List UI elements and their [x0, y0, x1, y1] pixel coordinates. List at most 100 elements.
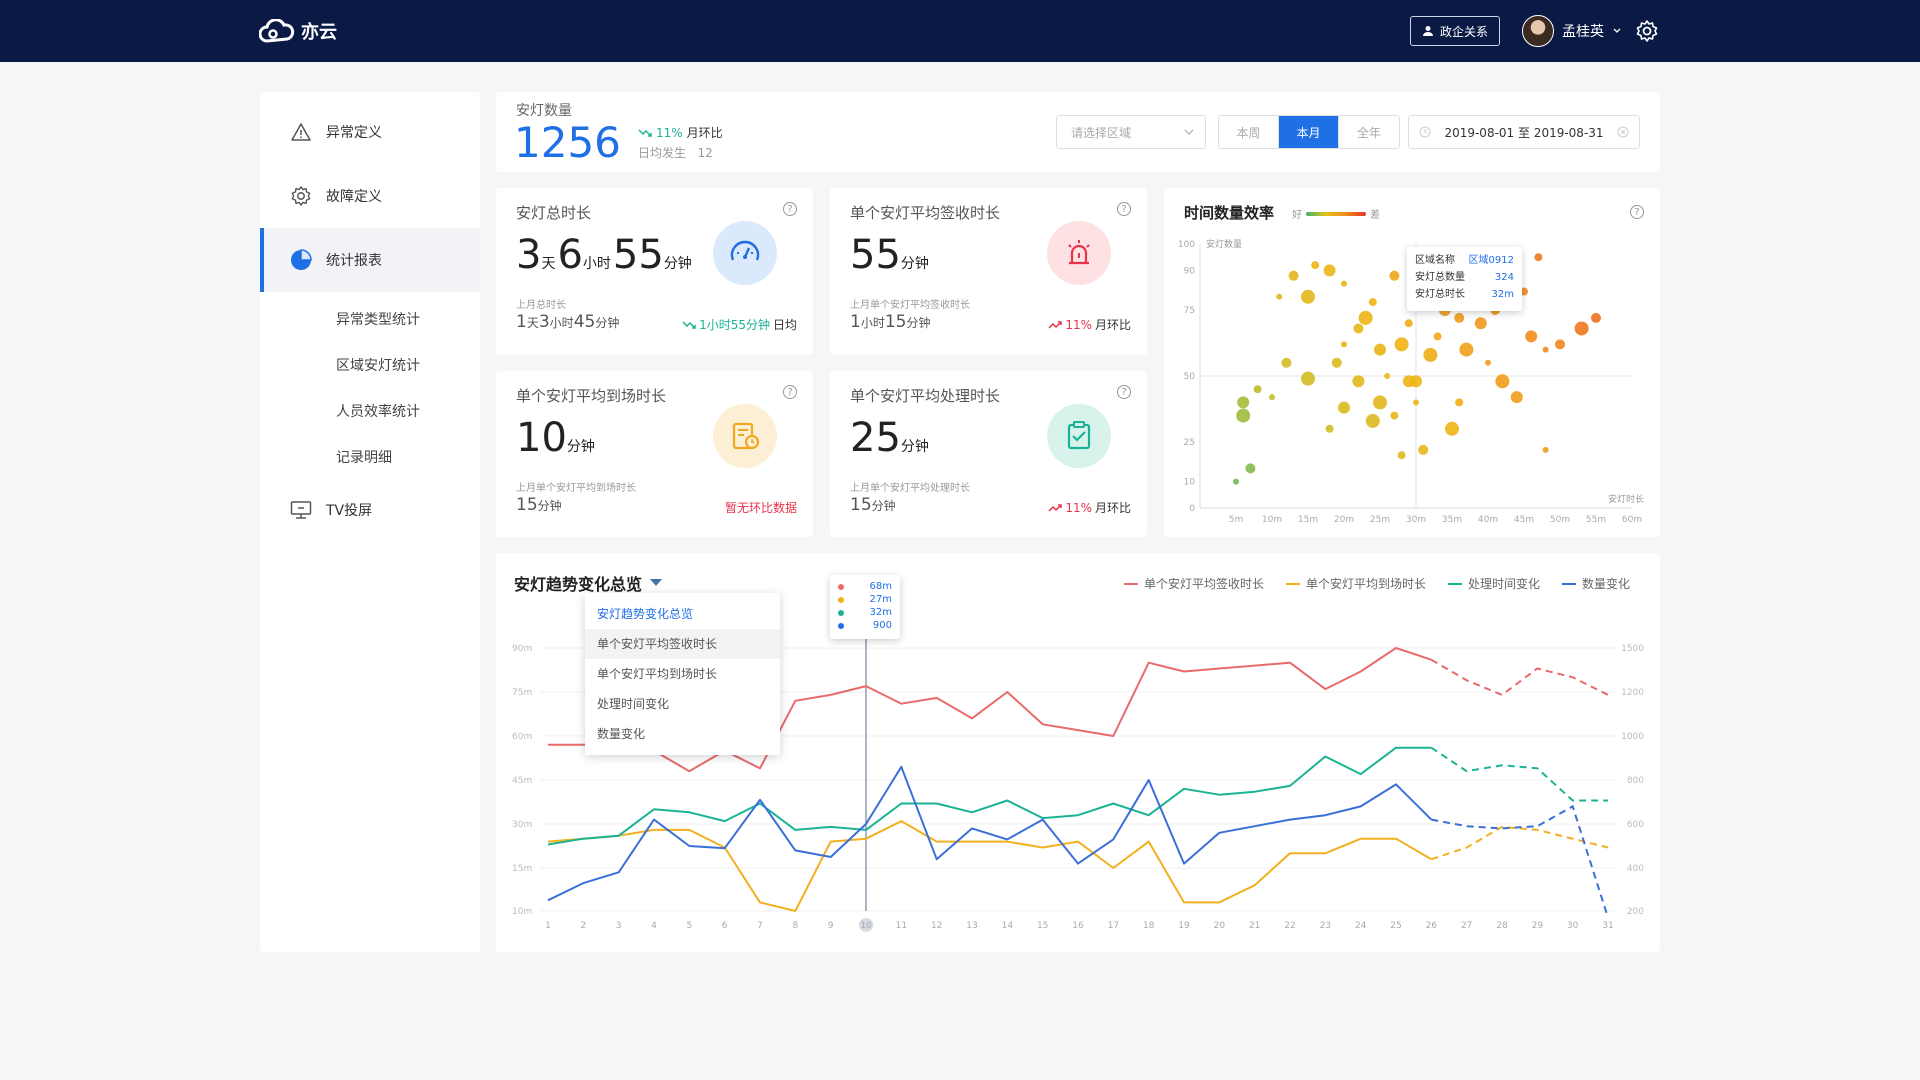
x-tick-label: 27	[1461, 921, 1472, 931]
scatter-point	[1433, 332, 1442, 341]
trend-title-dropdown[interactable]: 安灯趋势变化总览	[514, 571, 663, 595]
sidebar-item-statistics[interactable]: 统计报表	[260, 228, 480, 292]
value-number: 10	[516, 415, 567, 461]
help-icon[interactable]: ?	[1117, 202, 1131, 216]
prev-label: 上月单个安灯平均签收时长	[850, 300, 970, 311]
scatter-point	[1454, 312, 1465, 323]
x-tick-label: 35m	[1442, 515, 1462, 525]
scatter-point	[1338, 401, 1350, 414]
scatter-point	[1389, 270, 1400, 281]
scatter-point	[1525, 330, 1538, 343]
settings-gear-icon[interactable]	[1635, 19, 1659, 43]
series-line-forecast	[1430, 658, 1609, 697]
legend-good: 好	[1292, 210, 1302, 221]
trend-value: 11%	[1065, 500, 1092, 515]
sidebar-item-label: 统计报表	[326, 253, 382, 269]
scatter-point	[1394, 337, 1409, 352]
dropdown-option[interactable]: 单个安灯平均到场时长	[597, 667, 718, 681]
sidebar-item-exception-definition[interactable]: 异常定义	[260, 100, 480, 164]
logo[interactable]: 亦云	[259, 18, 337, 44]
dropdown-option[interactable]: 单个安灯平均签收时长	[585, 629, 780, 659]
trend-down-icon	[682, 320, 696, 329]
legend-item[interactable]: 处理时间变化	[1447, 575, 1540, 592]
legend-item[interactable]: 单个安灯平均到场时长	[1285, 575, 1426, 592]
scatter-point	[1384, 373, 1391, 379]
x-tick-label: 7	[757, 921, 763, 931]
caret-down-icon	[650, 579, 663, 586]
prev-value: 15分钟	[850, 495, 896, 515]
x-tick-label: 24	[1355, 921, 1367, 931]
sidebar-item-tv-cast[interactable]: TV投屏	[260, 478, 480, 542]
x-tick-label: 18	[1143, 921, 1155, 931]
x-tick-label: 2	[580, 921, 586, 931]
y-right-tick-label: 400	[1627, 864, 1644, 874]
sidebar-subitem-region[interactable]: 区域安灯统计	[336, 358, 420, 374]
period-month[interactable]: 本月	[1279, 116, 1339, 148]
help-icon[interactable]: ?	[783, 202, 797, 216]
x-tick-label: 25	[1390, 921, 1401, 931]
y-right-tick-label: 1000	[1621, 732, 1644, 742]
scatter-point	[1495, 374, 1510, 389]
chevron-down-icon	[1613, 28, 1621, 33]
dropdown-option[interactable]: 处理时间变化	[597, 697, 670, 711]
gear-icon	[291, 186, 311, 206]
x-tick-label: 14	[1002, 921, 1014, 931]
y-tick-label: 75	[1184, 306, 1195, 316]
scatter-point	[1358, 310, 1373, 325]
scatter-card: 时间数量效率 好 差 ? 100 90 75 50 25 10 0 5m 10m 15m 20m 25…	[1164, 188, 1660, 537]
y-tick-label: 0	[1189, 504, 1195, 514]
tip-value: 68m	[869, 581, 892, 592]
scatter-point	[1237, 396, 1250, 409]
region-select[interactable]: 请选择区域	[1056, 115, 1206, 149]
y-tick-label: 10	[1184, 478, 1196, 488]
metric-title: 单个安灯平均处理时长	[850, 387, 1001, 405]
x-tick-label: 40m	[1478, 515, 1498, 525]
y-left-tick-label: 30m	[512, 820, 532, 830]
user-menu[interactable]: 孟桂英	[1522, 14, 1622, 48]
value-minutes: 55	[612, 232, 664, 278]
prev-value: 15分钟	[516, 495, 562, 515]
help-icon[interactable]: ?	[1630, 205, 1644, 219]
logo-text: 亦云	[301, 22, 337, 43]
period-year[interactable]: 全年	[1356, 125, 1381, 140]
series-line-forecast	[1430, 825, 1609, 861]
trend-pct: 11%	[656, 125, 683, 140]
legend-item[interactable]: 数量变化	[1561, 575, 1630, 592]
sidebar-subitem-staff-efficiency[interactable]: 人员效率统计	[336, 404, 420, 420]
period-week[interactable]: 本周	[1219, 116, 1279, 148]
prev-label: 上月总时长	[516, 300, 566, 311]
pie-chart-icon	[291, 249, 312, 270]
x-tick-label: 3	[616, 921, 622, 931]
trend-up-icon	[1048, 320, 1063, 329]
scatter-point	[1341, 341, 1347, 348]
x-tick-label: 10	[860, 921, 872, 931]
prev-unit-minutes: 分钟	[537, 499, 562, 513]
sidebar-subitem-records[interactable]: 记录明细	[336, 450, 392, 466]
scatter-point	[1352, 375, 1365, 388]
sidebar-item-fault-definition[interactable]: 故障定义	[260, 164, 480, 228]
andon-count-label: 安灯数量	[516, 103, 572, 119]
dropdown-option[interactable]: 安灯趋势变化总览	[597, 607, 694, 621]
date-range-picker[interactable]: 2019-08-01 至 2019-08-31	[1408, 115, 1640, 149]
trend-card: 90m 1500 75m 1200 60m 1000 45m 800 30m 600 15m 400 1…	[496, 553, 1660, 952]
prev-minutes: 15	[850, 495, 872, 515]
help-icon[interactable]: ?	[1117, 385, 1131, 399]
gov-relations-button[interactable]: 政企关系	[1410, 16, 1500, 46]
x-tick-label: 26	[1426, 921, 1438, 931]
metric-total-duration: 安灯总时长 ? 3天6小时55分钟 上月总时长 1天3小时45分钟 1小时55分…	[496, 188, 813, 355]
scatter-point	[1402, 375, 1415, 388]
prev-minutes: 15	[516, 495, 538, 515]
monitor-icon	[290, 501, 312, 519]
clear-icon[interactable]	[1617, 126, 1629, 138]
trend-label: 月环比	[1094, 318, 1131, 332]
y-left-tick-label: 75m	[512, 688, 532, 698]
legend-item[interactable]: 单个安灯平均签收时长	[1123, 575, 1264, 592]
metric-trend: 11% 月环比	[1048, 316, 1131, 333]
sidebar-subitem-exception-type[interactable]: 异常类型统计	[336, 312, 420, 328]
scatter-point	[1485, 359, 1491, 366]
prev-value: 1小时15分钟	[850, 312, 931, 332]
series-line-solid	[547, 765, 1433, 902]
dropdown-option[interactable]: 数量变化	[597, 727, 646, 741]
scatter-point	[1301, 289, 1315, 304]
help-icon[interactable]: ?	[783, 385, 797, 399]
